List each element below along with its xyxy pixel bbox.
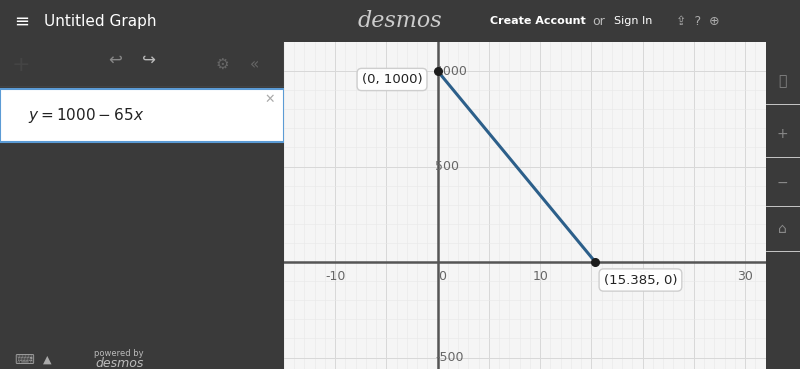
Text: ▲: ▲ [42, 355, 51, 365]
Text: ↪: ↪ [142, 51, 156, 69]
Text: (15.385, 0): (15.385, 0) [604, 273, 678, 286]
Text: desmos: desmos [95, 357, 143, 369]
Text: -10: -10 [325, 269, 346, 283]
Text: 20: 20 [634, 269, 650, 283]
Text: ≡: ≡ [14, 12, 30, 30]
Text: -500: -500 [435, 351, 464, 364]
Text: ↩: ↩ [108, 51, 122, 69]
Text: Untitled Graph: Untitled Graph [44, 14, 157, 29]
Text: ⇪  ?  ⊕: ⇪ ? ⊕ [676, 15, 720, 28]
Text: ⚙: ⚙ [216, 57, 230, 72]
Text: 30: 30 [737, 269, 753, 283]
Text: ⌂: ⌂ [778, 221, 787, 235]
Text: Create Account: Create Account [490, 16, 586, 26]
Text: Sign In: Sign In [614, 16, 653, 26]
Text: 0: 0 [438, 269, 446, 283]
Text: 10: 10 [532, 269, 548, 283]
FancyBboxPatch shape [0, 89, 284, 142]
Text: (0, 1000): (0, 1000) [362, 73, 422, 86]
Text: 1000: 1000 [435, 65, 467, 77]
Text: powered by: powered by [94, 349, 144, 358]
Text: desmos: desmos [358, 10, 442, 32]
Text: ⌨: ⌨ [14, 353, 34, 367]
Text: 🔧: 🔧 [778, 75, 787, 89]
Text: «: « [250, 57, 259, 72]
Text: +: + [777, 127, 789, 141]
Text: +: + [11, 55, 30, 75]
Text: or: or [592, 15, 605, 28]
Text: $y = 1000 - 65x$: $y = 1000 - 65x$ [29, 106, 145, 125]
Text: ✕: ✕ [265, 93, 275, 106]
Text: ~: ~ [7, 106, 23, 125]
Text: −: − [777, 176, 789, 190]
Text: 500: 500 [435, 160, 459, 173]
